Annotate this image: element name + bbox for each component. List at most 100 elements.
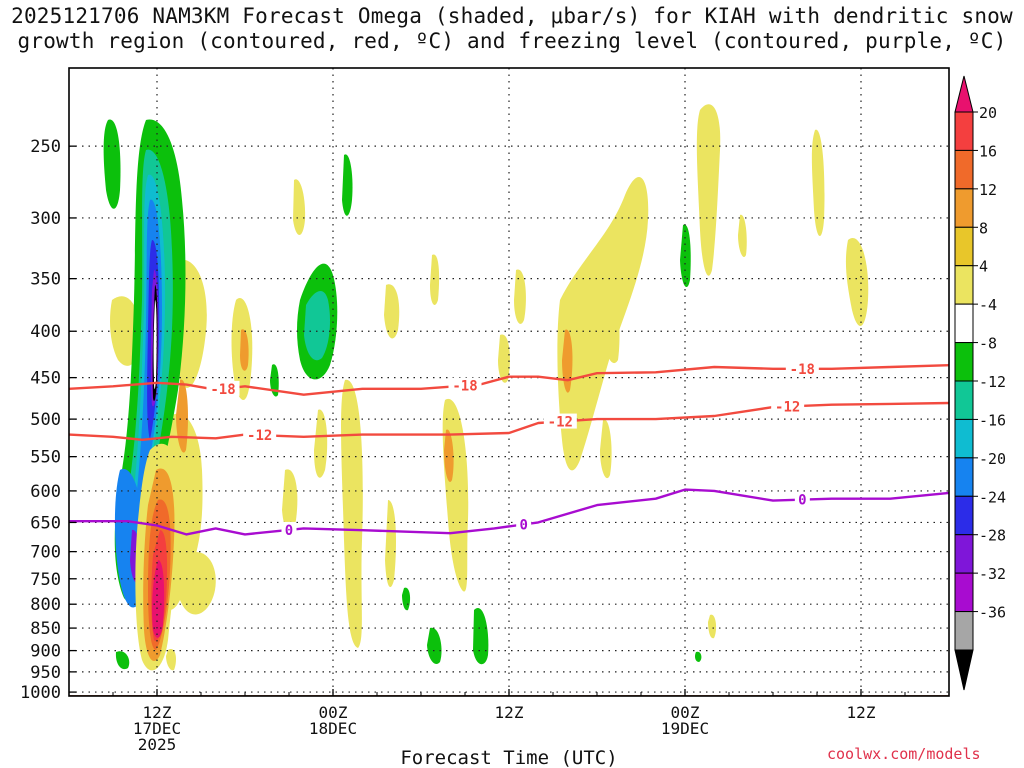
y-axis: 250 300 350 400 450 500 550 600 650 700 750 800 850 9… <box>20 137 76 703</box>
omega-area <box>498 334 510 383</box>
x-tick-label: 18DEC <box>309 719 357 738</box>
gridlines <box>69 68 949 696</box>
colorbar-label: -36 <box>979 604 1006 622</box>
x-tick-label: 12Z <box>143 703 172 722</box>
omega-area <box>845 238 869 327</box>
colorbar-label: -20 <box>979 450 1006 468</box>
omega-area <box>473 608 489 665</box>
omega-area <box>153 300 157 389</box>
credit-text: coolwx.com/models <box>827 745 981 763</box>
omega-area <box>152 560 165 638</box>
contour-line <box>69 488 950 536</box>
omega-area <box>600 419 612 479</box>
y-tick-label: 650 <box>30 513 61 533</box>
contour-label: 0 <box>285 523 293 539</box>
y-tick-label: 750 <box>30 570 61 590</box>
colorbar: 20 16 12 8 4 -4 -8 -12 -16 -20 -24 -28 -32 -36 <box>954 75 1006 691</box>
colorbar-bottom-triangle <box>954 649 974 691</box>
colorbar-label: -32 <box>979 565 1006 583</box>
x-tick-label: 00Z <box>671 703 700 722</box>
y-tick-label: 350 <box>30 270 61 290</box>
colorbar-box <box>954 188 974 228</box>
omega-area <box>562 329 573 393</box>
omega-area <box>314 409 328 478</box>
colorbar-box <box>954 149 974 190</box>
colorbar-box <box>954 611 974 651</box>
x-tick-label: 17DEC <box>133 719 181 738</box>
x-tick-label: 2025 <box>138 735 177 754</box>
colorbar-label: 4 <box>979 258 988 276</box>
colorbar-label: -12 <box>979 373 1006 391</box>
omega-area <box>557 176 649 471</box>
x-tick-label: 12Z <box>847 703 876 722</box>
omega-area <box>444 429 454 482</box>
colorbar-box <box>954 457 974 497</box>
contour-label-bg <box>794 491 810 507</box>
omega-area <box>341 379 363 648</box>
x-tick-label: 19DEC <box>661 719 709 738</box>
contour-label-bg <box>448 377 482 393</box>
omega-area <box>115 651 130 670</box>
contour-label: -18 <box>210 382 235 398</box>
y-tick-label: 850 <box>30 619 61 639</box>
contour-label-bg <box>516 516 532 532</box>
colorbar-label: 12 <box>979 181 997 199</box>
colorbar-box <box>954 303 974 344</box>
omega-area <box>282 469 298 533</box>
colorbar-top-triangle <box>954 75 974 113</box>
y-tick-label: 500 <box>30 410 61 430</box>
omega-area <box>270 364 279 397</box>
omega-area <box>696 104 721 276</box>
omega-area <box>811 129 825 237</box>
omega-area <box>695 651 702 662</box>
omega-area <box>738 214 747 258</box>
omega-area <box>442 398 469 592</box>
y-tick-label: 800 <box>30 595 61 615</box>
omega-area <box>342 154 353 216</box>
x-tick-label: 12Z <box>495 703 524 722</box>
colorbar-label: -24 <box>979 488 1006 506</box>
y-tick-label: 450 <box>30 369 61 389</box>
contour-line <box>68 364 950 396</box>
contour-label: -12 <box>775 400 800 416</box>
colorbar-label: -28 <box>979 527 1006 545</box>
y-tick-label: 550 <box>30 448 61 468</box>
omega-area <box>384 284 400 339</box>
omega-area <box>708 614 717 639</box>
contour-label-bg <box>281 521 297 537</box>
colorbar-box <box>954 111 974 151</box>
omega-area <box>180 551 216 615</box>
omega-area <box>680 224 691 288</box>
omega-area <box>304 290 330 361</box>
omega-area <box>176 379 188 453</box>
y-tick-label: 950 <box>30 663 61 683</box>
y-tick-label: 400 <box>30 322 61 342</box>
colorbar-label: -16 <box>979 411 1006 429</box>
contour-label: -12 <box>247 428 272 444</box>
contour-label-bg <box>771 398 805 414</box>
contour-label-bg <box>243 427 277 443</box>
contour-label: 0 <box>519 517 527 533</box>
colorbar-box <box>954 495 974 536</box>
omega-area <box>103 119 121 209</box>
omega-area <box>385 500 396 588</box>
y-tick-label: 300 <box>30 209 61 229</box>
contours: -18 -18 -18 -12 -12 -12 0 0 0 <box>68 360 950 539</box>
contour-label: -12 <box>548 415 573 431</box>
y-tick-label: 250 <box>30 137 61 157</box>
colorbar-label: 16 <box>979 142 997 160</box>
y-tick-label: 900 <box>30 642 61 662</box>
y-tick-label: 700 <box>30 543 61 563</box>
colorbar-box <box>954 265 974 305</box>
colorbar-box <box>954 572 974 613</box>
contour-label: -18 <box>790 362 815 378</box>
omega-area <box>402 587 411 611</box>
omega-area <box>240 329 249 371</box>
omega-area <box>430 254 440 305</box>
colorbar-box <box>954 226 974 267</box>
colorbar-label: -8 <box>979 335 997 353</box>
y-tick-label: 600 <box>30 482 61 502</box>
chart-title: 2025121706 NAM3KM Forecast Omega (shaded… <box>0 4 1024 54</box>
contour-label: 0 <box>798 493 806 509</box>
